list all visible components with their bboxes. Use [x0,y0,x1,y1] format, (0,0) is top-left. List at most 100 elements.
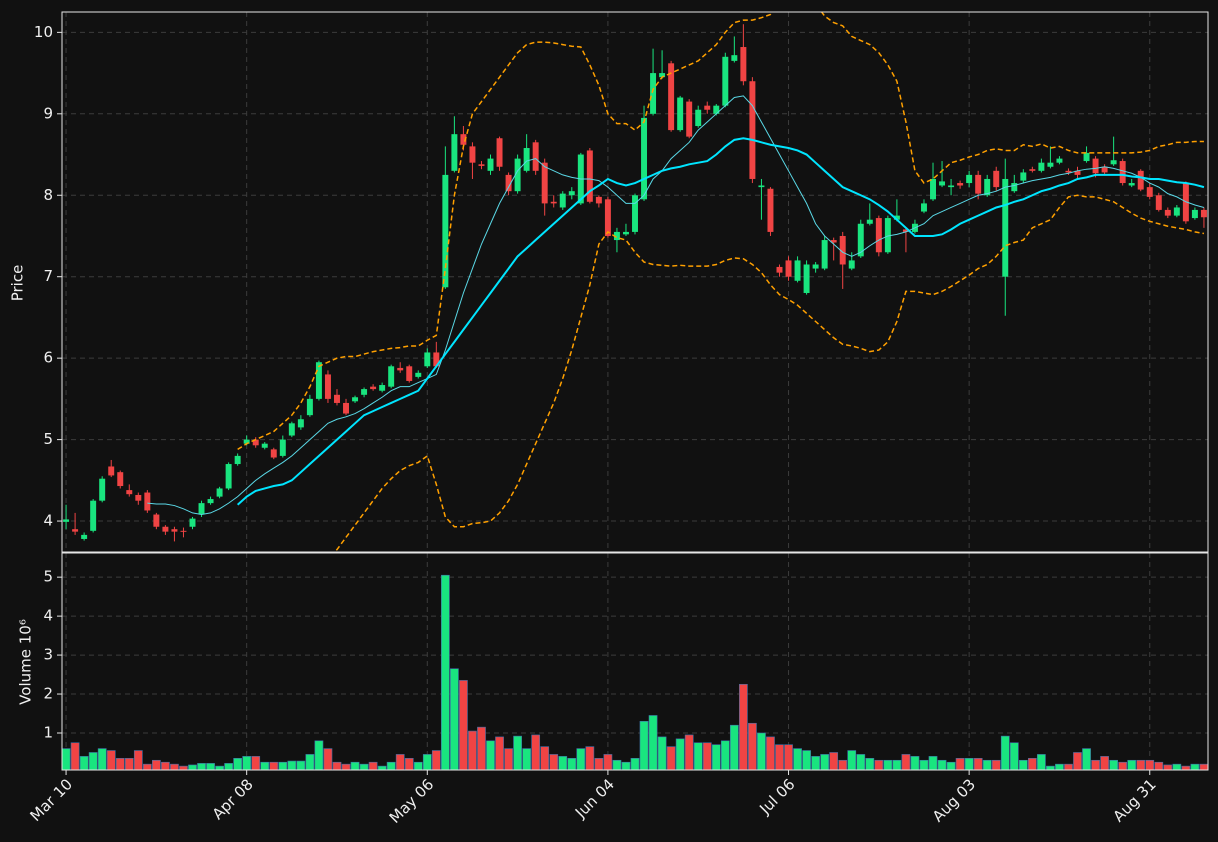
y-tick-label: 5 [43,568,53,586]
candle-body [884,218,891,253]
candle-body [424,352,431,367]
volume-bar [991,759,1001,770]
volume-bar [242,756,252,770]
volume-bar [711,744,721,770]
candle-body [776,266,783,273]
volume-bar [1037,754,1046,770]
candle-body [857,223,864,257]
candle-body [162,526,169,532]
volume-bar [937,759,947,770]
volume-bar [567,758,577,770]
volume-bar [928,756,938,770]
volume-bar [982,759,992,770]
volume-bar [666,746,676,770]
volume-bar [531,734,541,770]
volume-bar [630,758,640,770]
volume-bar [585,746,595,770]
candle-body [234,455,241,465]
volume-bar [639,721,649,770]
price-frame [61,11,1209,553]
volume-bar [549,754,559,770]
candle-body [1065,170,1072,173]
volume-bar [1100,756,1109,770]
volume-bar [1091,759,1100,770]
candle-body [866,219,873,224]
y-tick-label: 4 [43,607,53,625]
volume-bar [395,754,405,770]
volume-bar [97,748,107,770]
volume-bar [1018,759,1028,770]
volume-bar [197,763,206,770]
volume-bar [1027,758,1037,770]
candle-body [948,185,955,188]
volume-bar [811,756,820,770]
volume-bar [793,748,802,770]
candle-body [595,196,602,204]
volume-bar [495,736,504,770]
candle-body [1191,209,1198,219]
volume-bar [188,764,197,770]
volume-bar [251,756,261,770]
candle-body [713,105,720,114]
volume-bar [603,754,613,770]
volume-bar [1136,759,1146,770]
candle-body [677,97,684,131]
volume-bar [766,736,775,770]
candle-body [514,158,521,192]
volume-bar [1181,765,1191,770]
volume-frame [61,552,1209,771]
candle-body [135,494,142,501]
volume-bar [621,761,631,770]
candle-body [252,439,259,446]
volume-bar [522,748,531,770]
volume-bar [142,763,152,770]
volume-bar [847,750,857,770]
candle-body [225,464,232,489]
candle-body [568,191,575,196]
volume-bar [648,715,658,770]
volume-axis-label: Volume 10⁶ [17,619,35,705]
volume-bar [450,668,459,770]
volume-bar [1109,759,1118,770]
candle-body [1047,162,1054,167]
candle-body [1155,195,1162,210]
volume-bar [431,750,441,770]
candle-body [189,518,196,527]
volume-bar [802,750,811,770]
volume-bar [739,683,748,770]
volume-bar [323,748,333,770]
volume-bar [413,761,423,770]
volume-bar [784,744,793,770]
candle-body [1173,207,1180,216]
candle-body [695,109,702,127]
volume-bar [1009,742,1019,770]
candle-body [749,81,756,179]
candle-body [478,164,485,166]
candle-body [939,181,946,186]
volume-bar [206,763,215,770]
volume-bar [657,736,667,770]
volume-bar [504,748,513,770]
volume-bar [612,759,622,770]
candle-body [1128,183,1135,186]
volume-bar [1163,764,1173,770]
candle-body [433,352,440,367]
volume-bar [1172,763,1182,770]
candle-body [1137,170,1144,190]
candle-body [875,218,882,253]
volume-bar [748,722,757,770]
y-tick-label: 1 [43,723,53,741]
candle-body [460,134,467,145]
candle-body [469,146,476,163]
volume-bar [233,758,243,770]
volume-bar [973,758,983,770]
candle-body [921,203,927,212]
candle-body [650,73,657,114]
candle-body [1200,209,1207,218]
candle-body [622,231,629,235]
volume-bar [269,761,279,770]
candle-body [604,199,611,236]
candle-body [893,215,900,220]
volume-bar [1000,735,1010,770]
candle-body [668,63,675,131]
